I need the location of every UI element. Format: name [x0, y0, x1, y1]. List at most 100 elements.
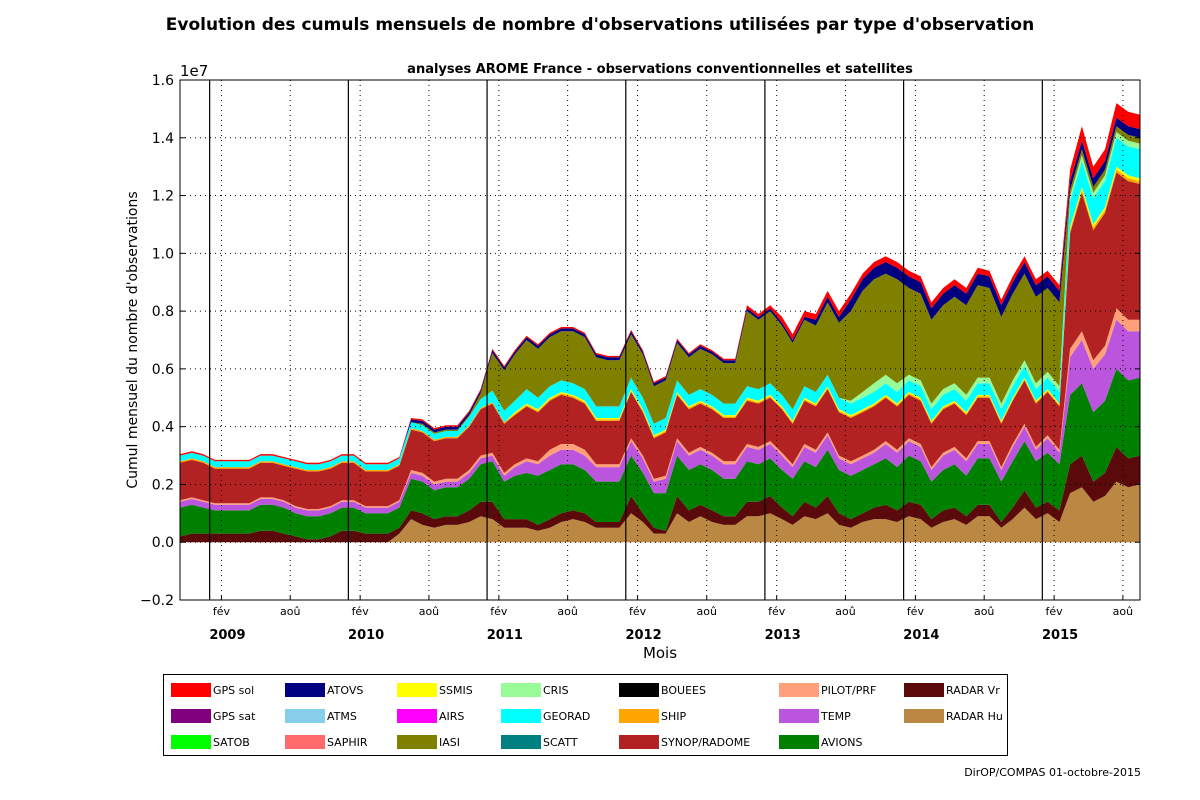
x-tick-label-year: 2012 [625, 628, 661, 643]
legend-swatch [171, 683, 211, 697]
x-tick-label-month: aoû [280, 605, 300, 618]
x-tick-label-year: 2015 [1042, 628, 1078, 643]
legend-item: BOUEES [619, 683, 706, 697]
x-tick-label-month: aoû [697, 605, 717, 618]
legend-swatch [397, 735, 437, 749]
legend-label: SYNOP/RADOME [661, 735, 751, 749]
legend-label: RADAR Hu [946, 709, 1003, 723]
legend-item: RADAR Vr [904, 683, 1000, 697]
legend-swatch [779, 683, 819, 697]
x-tick-label-year: 2010 [348, 628, 384, 643]
legend-swatch [779, 735, 819, 749]
legend-item: RADAR Hu [904, 709, 1003, 723]
legend-label: AVIONS [821, 735, 863, 749]
legend-label: IASI [439, 735, 460, 749]
x-tick-label-month: aoû [835, 605, 855, 618]
legend-label: ATMS [327, 709, 357, 723]
x-tick-label-month: fév [352, 605, 370, 618]
legend-item: CRIS [501, 683, 569, 697]
legend-swatch [397, 709, 437, 723]
area-series-radar-vr [180, 446, 1140, 543]
legend-label: CRIS [543, 683, 569, 697]
legend-swatch [904, 683, 944, 697]
legend-label: SAPHIR [327, 735, 368, 749]
legend-swatch [904, 709, 944, 723]
legend-swatch [501, 735, 541, 749]
x-tick-label-month: fév [907, 605, 925, 618]
chart-subtitle: analyses AROME France - observations con… [407, 62, 913, 77]
x-tick-label-year: 2014 [903, 628, 939, 643]
legend-item: SAPHIR [285, 735, 368, 749]
y-tick-label: 1.2 [152, 189, 174, 205]
legend-item: GPS sat [171, 709, 255, 723]
legend-label: GPS sol [213, 683, 255, 697]
legend-item: GEORAD [501, 709, 590, 723]
y-tick-label: 0.6 [152, 362, 174, 378]
legend-item: AVIONS [779, 735, 862, 749]
legend-item: TEMP [779, 709, 851, 723]
x-tick-label-year: 2009 [209, 628, 245, 643]
legend-item: SYNOP/RADOME [619, 735, 750, 749]
legend-label: SHIP [661, 709, 687, 723]
legend-swatch [619, 709, 659, 723]
legend-swatch [501, 709, 541, 723]
grid [180, 80, 1140, 600]
axes: −0.2 0.0 0.2 0.4 0.6 0.8 1.0 1.2 1.4 1.6 fév aoû fév… [140, 73, 1140, 643]
legend-item: AIRS [397, 709, 464, 723]
chart-title: Evolution des cumuls mensuels de nombre … [166, 15, 1034, 35]
y-tick-label: −0.2 [140, 593, 174, 609]
year-separators [209, 80, 1043, 600]
x-tick-label-month: aoû [974, 605, 994, 618]
x-tick-label-month: fév [1046, 605, 1064, 618]
x-tick-label-month: aoû [557, 605, 577, 618]
legend-item: ATMS [285, 709, 357, 723]
y-tick-label: 0.4 [152, 420, 174, 436]
legend-item: SCATT [501, 735, 578, 749]
area-series-avions [180, 368, 1140, 540]
area-series-iasi [180, 126, 1140, 465]
y-tick-label: 1.0 [152, 246, 174, 262]
legend-swatch [285, 709, 325, 723]
y-tick-label: 0.8 [152, 304, 174, 320]
y-multiplier-label: 1e7 [180, 62, 208, 80]
legend-label: SCATT [543, 735, 578, 749]
y-tick-label: 0.2 [152, 477, 174, 493]
footer-note: DirOP/COMPAS 01-octobre-2015 [964, 766, 1141, 779]
area-series-synop-radome [180, 172, 1140, 509]
legend-label: SATOB [213, 735, 250, 749]
y-tick-label: 0.0 [152, 535, 174, 551]
legend-swatch [501, 683, 541, 697]
legend-item: ATOVS [285, 683, 363, 697]
legend-swatch [619, 683, 659, 697]
legend-label: AIRS [439, 709, 465, 723]
x-tick-label-month: aoû [419, 605, 439, 618]
legend-item: SATOB [171, 735, 250, 749]
x-axis-label: Mois [643, 644, 677, 662]
legend-label: SSMIS [439, 683, 473, 697]
y-axis-label: Cumul mensuel du nombre d'observations [125, 191, 141, 488]
legend-label: RADAR Vr [946, 683, 1000, 697]
x-tick-label-year: 2011 [487, 628, 523, 643]
legend-item: SHIP [619, 709, 686, 723]
legend-item: GPS sol [171, 683, 254, 697]
legend-swatch [397, 683, 437, 697]
legend-swatch [285, 735, 325, 749]
legend-label: ATOVS [327, 683, 364, 697]
legend-swatch [619, 735, 659, 749]
y-tick-label: 1.4 [152, 131, 174, 147]
legend-label: GEORAD [543, 709, 591, 723]
area-series-atovs [180, 117, 1140, 465]
legend-swatch [779, 709, 819, 723]
legend-item: PILOT/PRF [779, 683, 876, 697]
legend: GPS sol ATOVS SSMIS CRIS BOUEES PILOT/PRF RADA… [163, 674, 1008, 756]
stacked-areas [180, 103, 1140, 543]
x-tick-label-month: fév [490, 605, 508, 618]
legend-label: BOUEES [661, 683, 706, 697]
area-series-radar-hu [180, 481, 1140, 543]
legend-label: GPS sat [213, 709, 256, 723]
plot-frame [179, 79, 1141, 601]
x-tick-label-month: aoû [1113, 605, 1133, 618]
legend-label: TEMP [821, 709, 851, 723]
legend-item: SSMIS [397, 683, 473, 697]
